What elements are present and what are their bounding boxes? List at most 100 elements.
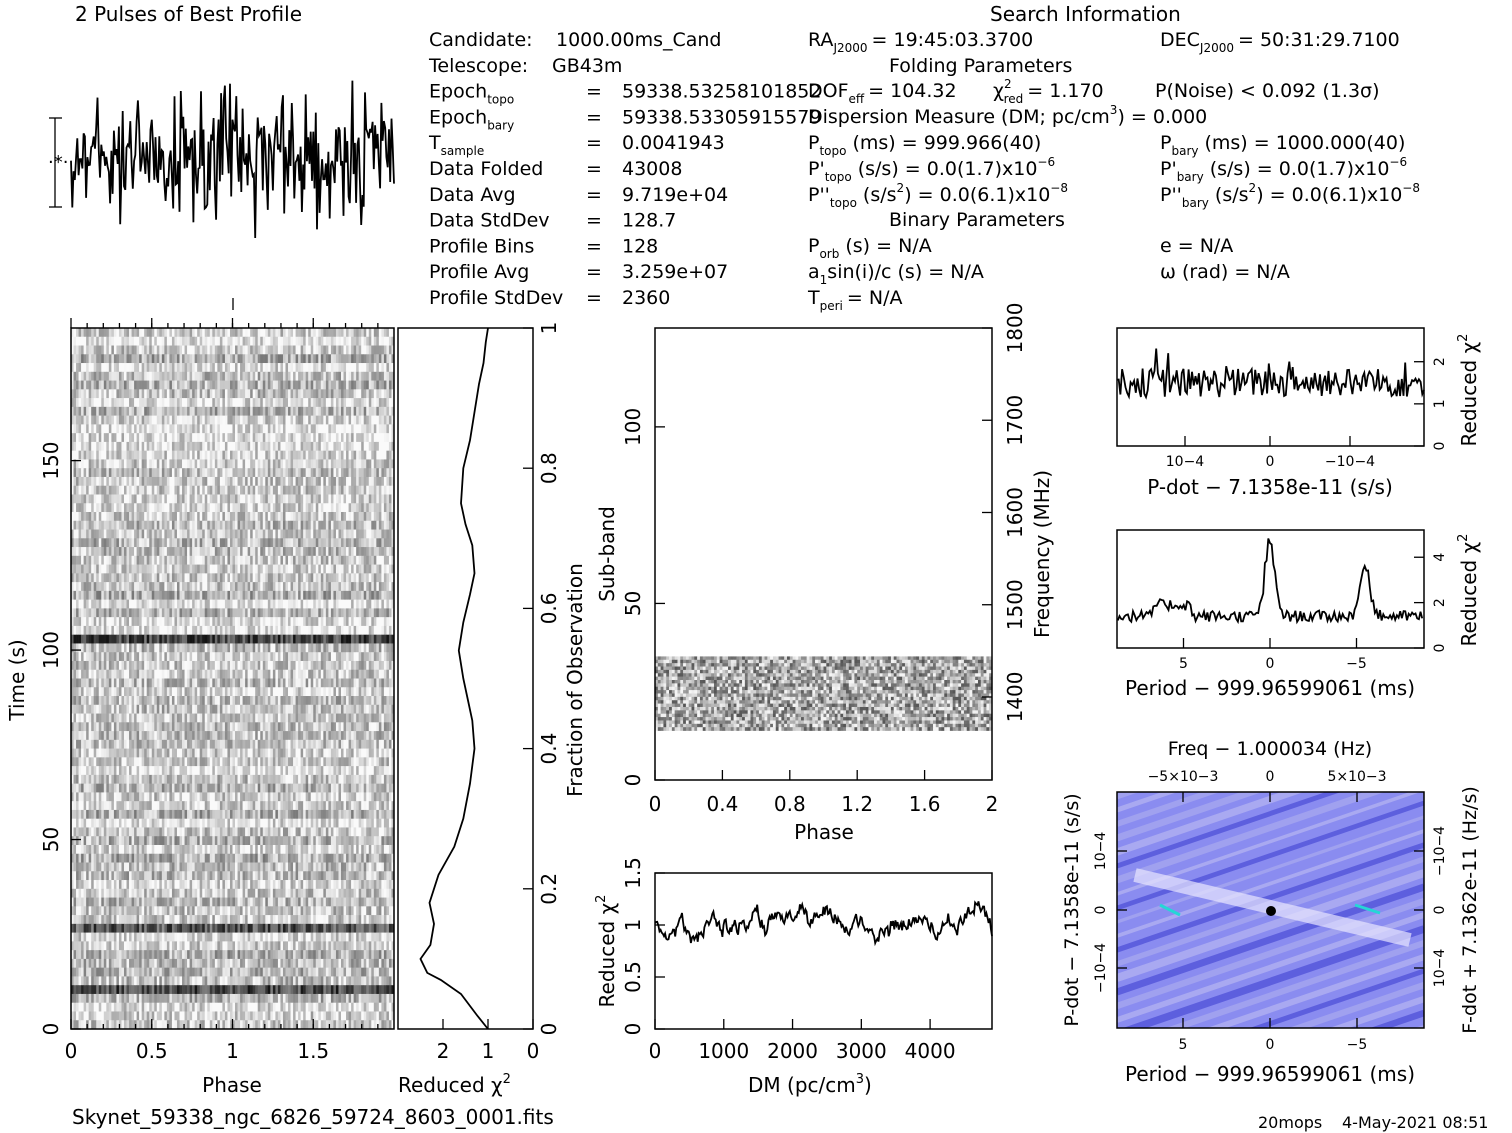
heat-cell <box>303 652 306 662</box>
heat-cell <box>199 424 203 434</box>
heat-cell <box>204 424 208 434</box>
heat-cell <box>192 608 195 618</box>
heat-cell <box>202 380 206 390</box>
heat-cell <box>257 547 261 557</box>
heat-cell <box>351 599 354 609</box>
heat-cell <box>300 441 304 451</box>
heat-cell <box>212 406 216 416</box>
heat-cell <box>300 512 304 522</box>
heat-cell <box>335 634 339 644</box>
heat-cell <box>391 398 395 408</box>
heat-cell <box>298 494 301 504</box>
heat-cell <box>144 599 147 609</box>
heat-cell <box>118 564 122 574</box>
heat-cell <box>217 476 221 487</box>
heat-cell <box>356 608 359 618</box>
heat-cell <box>272 354 276 364</box>
heat-cell <box>194 336 198 346</box>
heat-cell <box>371 617 375 627</box>
heat-cell <box>212 494 216 504</box>
heat-cell <box>209 433 213 443</box>
heat-cell <box>197 494 200 504</box>
heat-cell <box>255 441 259 451</box>
heat-cell <box>86 424 89 434</box>
heat-cell <box>277 625 281 635</box>
heat-cell <box>182 625 185 635</box>
heat-cell <box>320 328 324 338</box>
heat-cell <box>356 652 359 662</box>
heat-cell <box>323 389 327 399</box>
heat-cell <box>272 547 276 557</box>
heat-cell <box>83 529 87 539</box>
heat-cell <box>202 389 206 399</box>
heat-cell <box>328 564 332 574</box>
heat-cell <box>285 468 289 478</box>
heat-cell <box>229 441 233 451</box>
heat-cell <box>346 476 349 487</box>
heat-cell <box>184 547 188 557</box>
heat-cell <box>182 380 185 390</box>
heat-cell <box>282 573 286 583</box>
heat-cell <box>358 380 362 390</box>
heat-cell <box>123 476 127 487</box>
heat-cell <box>303 599 306 609</box>
heat-cell <box>298 424 301 434</box>
heat-cell <box>192 389 195 399</box>
heat-cell <box>91 660 95 671</box>
heat-cell <box>335 599 339 609</box>
heat-cell <box>366 599 370 609</box>
heat-cell <box>285 476 289 487</box>
heat-cell <box>341 415 344 425</box>
heat-cell <box>182 450 185 460</box>
heat-cell <box>252 582 256 592</box>
heat-cell <box>333 494 337 504</box>
heat-cell <box>282 336 286 346</box>
heat-cell <box>209 512 213 522</box>
heat-cell <box>335 415 339 425</box>
heat-cell <box>328 380 332 390</box>
heat-cell <box>76 406 79 416</box>
heat-cell <box>197 433 200 443</box>
heat-cell <box>141 406 145 416</box>
heat-cell <box>227 424 231 434</box>
heat-cell <box>159 555 163 565</box>
heat-cell <box>156 398 160 408</box>
heat-cell <box>308 441 312 451</box>
heat-cell <box>348 547 352 557</box>
heat-cell <box>391 625 395 635</box>
heat-cell <box>293 634 296 644</box>
heat-cell <box>129 547 132 557</box>
heat-cell <box>182 520 185 530</box>
heat-cell <box>78 599 82 609</box>
heat-cell <box>222 406 226 416</box>
heat-cell <box>270 652 274 662</box>
heat-cell <box>123 380 127 390</box>
heat-cell <box>219 520 223 530</box>
heat-cell <box>328 345 332 355</box>
heat-cell <box>93 371 97 381</box>
heat-cell <box>378 617 382 627</box>
heat-cell <box>260 555 264 565</box>
heat-cell <box>381 538 385 548</box>
heat-cell <box>73 415 77 425</box>
heat-cell <box>189 538 193 548</box>
heat-cell <box>318 599 322 609</box>
heat-cell <box>262 529 266 539</box>
dm-line: Dispersion Measure (DM; pc/cm3) = 0.000 <box>808 103 1207 128</box>
heat-cell <box>73 529 77 539</box>
heat-cell <box>348 503 352 513</box>
heat-cell <box>237 617 241 627</box>
heat-cell <box>232 538 236 548</box>
heat-cell <box>93 529 97 539</box>
heat-cell <box>144 555 147 565</box>
heat-cell <box>118 450 122 460</box>
heat-cell <box>202 476 206 487</box>
heat-cell <box>247 336 251 346</box>
heat-cell <box>366 450 370 460</box>
heat-cell <box>346 634 349 644</box>
heat-cell <box>217 538 221 548</box>
heat-cell <box>376 433 380 443</box>
heat-cell <box>320 547 324 557</box>
heat-cell <box>260 485 264 495</box>
heat-cell <box>106 450 110 460</box>
